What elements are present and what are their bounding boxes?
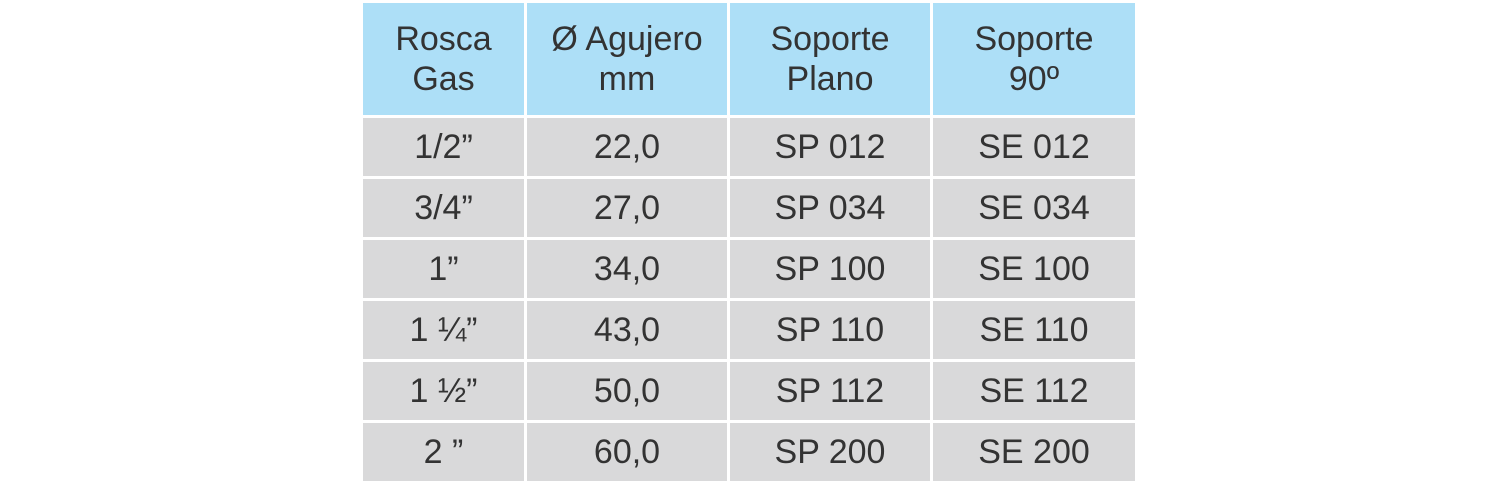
table-cell: 50,0: [527, 362, 727, 420]
header-text: mm: [598, 60, 656, 98]
table-cell: 27,0: [527, 179, 727, 237]
table-cell: 22,0: [527, 118, 727, 176]
header-text: Rosca: [395, 20, 492, 58]
header-text: 90º: [1008, 60, 1060, 98]
table-cell: 34,0: [527, 240, 727, 298]
table-cell: 43,0: [527, 301, 727, 359]
header-cell: Ø Agujero mm: [527, 3, 727, 115]
table-cell: 1”: [363, 240, 524, 298]
table-cell: SP 112: [730, 362, 930, 420]
header-cell: Rosca Gas: [363, 3, 524, 115]
table-cell: 2 ”: [363, 423, 524, 481]
table-cell: 1 ¼”: [363, 301, 524, 359]
table-cell: 1 ½”: [363, 362, 524, 420]
header-text: Plano: [786, 60, 874, 98]
header-cell: Soporte Plano: [730, 3, 930, 115]
table-cell: 1/2”: [363, 118, 524, 176]
table-cell: SP 012: [730, 118, 930, 176]
table-cell: SE 100: [933, 240, 1135, 298]
header-text: Ø Agujero: [551, 20, 703, 58]
table-cell: SE 012: [933, 118, 1135, 176]
table-cell: SP 200: [730, 423, 930, 481]
table: Rosca Gas Ø Agujero mm Soporte Plano Soporte 90…: [363, 3, 1135, 481]
table-cell: SP 110: [730, 301, 930, 359]
header-text: Soporte: [770, 20, 890, 58]
table-cell: SE 200: [933, 423, 1135, 481]
table-cell: SE 112: [933, 362, 1135, 420]
header-text: Gas: [412, 60, 475, 98]
table-cell: SP 100: [730, 240, 930, 298]
table-cell: SE 034: [933, 179, 1135, 237]
header-text: Soporte: [974, 20, 1094, 58]
table-cell: SE 110: [933, 301, 1135, 359]
header-cell: Soporte 90º: [933, 3, 1135, 115]
table-cell: 3/4”: [363, 179, 524, 237]
table-cell: SP 034: [730, 179, 930, 237]
table-cell: 60,0: [527, 423, 727, 481]
